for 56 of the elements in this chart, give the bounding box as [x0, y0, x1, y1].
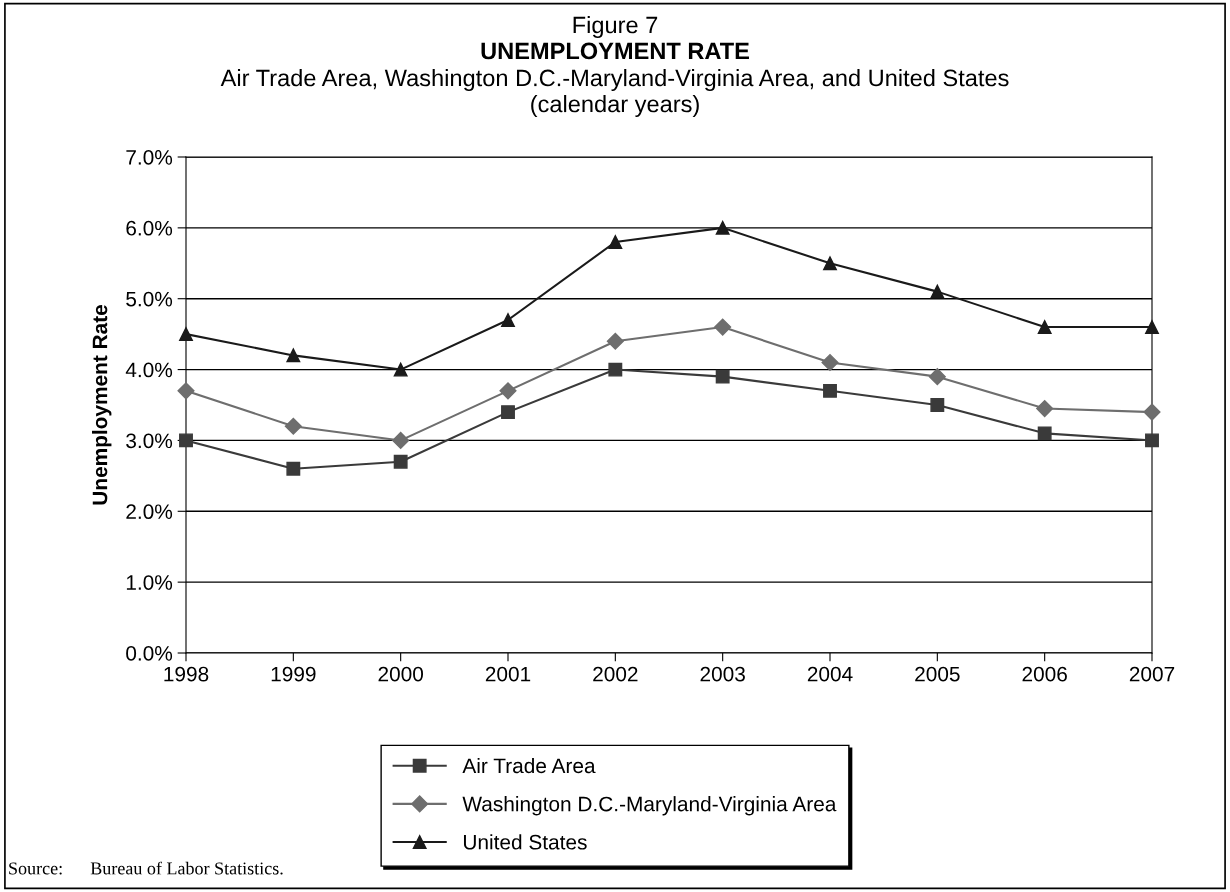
x-tick-label: 2007	[1129, 666, 1175, 682]
point	[1145, 320, 1159, 335]
point	[1037, 320, 1052, 335]
point	[1145, 433, 1159, 448]
x-tick-label: 2003	[700, 666, 745, 682]
point	[606, 332, 624, 350]
y-tick-label: 4.0%	[125, 362, 173, 378]
point	[715, 369, 730, 384]
y-axis-title: Unemployment Rate	[92, 304, 112, 505]
point	[714, 318, 732, 336]
y-tick-label: 7.0%	[126, 150, 173, 165]
y-tick-label: 6.0%	[126, 220, 173, 236]
x-tick-label: 2005	[915, 666, 960, 682]
point	[1037, 426, 1052, 441]
x-tick-label: 2006	[1022, 666, 1067, 682]
point	[608, 362, 623, 377]
legend-label: United States	[463, 834, 587, 850]
x-tick-label: 2004	[807, 666, 853, 682]
point	[715, 220, 730, 235]
point	[392, 431, 410, 449]
text: Air Trade Area, Washington D.C.-Maryland-Virginia Area, and United States	[220, 69, 1009, 91]
point	[930, 398, 945, 412]
point	[821, 353, 839, 372]
y-tick-label: 5.0%	[126, 291, 173, 307]
point	[928, 368, 946, 386]
point	[930, 284, 945, 299]
y-tick-label: 2.0%	[126, 504, 173, 520]
point	[501, 313, 515, 327]
point	[608, 235, 623, 249]
x-tick-label: 2001	[485, 666, 531, 682]
point	[393, 362, 408, 377]
x-tick-label: 2002	[593, 666, 638, 682]
chart-subtitle: UNEMPLOYMENT RATE	[481, 42, 749, 60]
point	[393, 454, 408, 469]
x-tick-label: 1998	[164, 666, 209, 682]
point	[823, 383, 837, 398]
legend-label: Air Trade Area	[462, 757, 596, 774]
point	[823, 256, 837, 271]
point	[284, 417, 302, 435]
point	[177, 382, 195, 400]
text: (calendar years)	[531, 95, 699, 117]
point	[286, 348, 301, 363]
y-tick-label: 3.0%	[126, 433, 173, 449]
legend-label: Washington D.C.-Maryland-Virginia Area	[462, 796, 837, 816]
source-note: Source: Bureau of Labor Statistics.	[9, 861, 283, 875]
x-tick-label: 2000	[378, 666, 424, 682]
point	[1143, 403, 1161, 421]
point	[1036, 399, 1054, 418]
y-tick-label: 0.0%	[126, 646, 173, 661]
point	[499, 382, 517, 400]
point	[501, 405, 515, 420]
point	[179, 327, 193, 342]
chart-title: Figure 7	[573, 16, 658, 38]
x-tick-label: 1999	[271, 666, 316, 682]
y-tick-label: 1.0%	[126, 575, 173, 590]
point	[286, 461, 301, 476]
